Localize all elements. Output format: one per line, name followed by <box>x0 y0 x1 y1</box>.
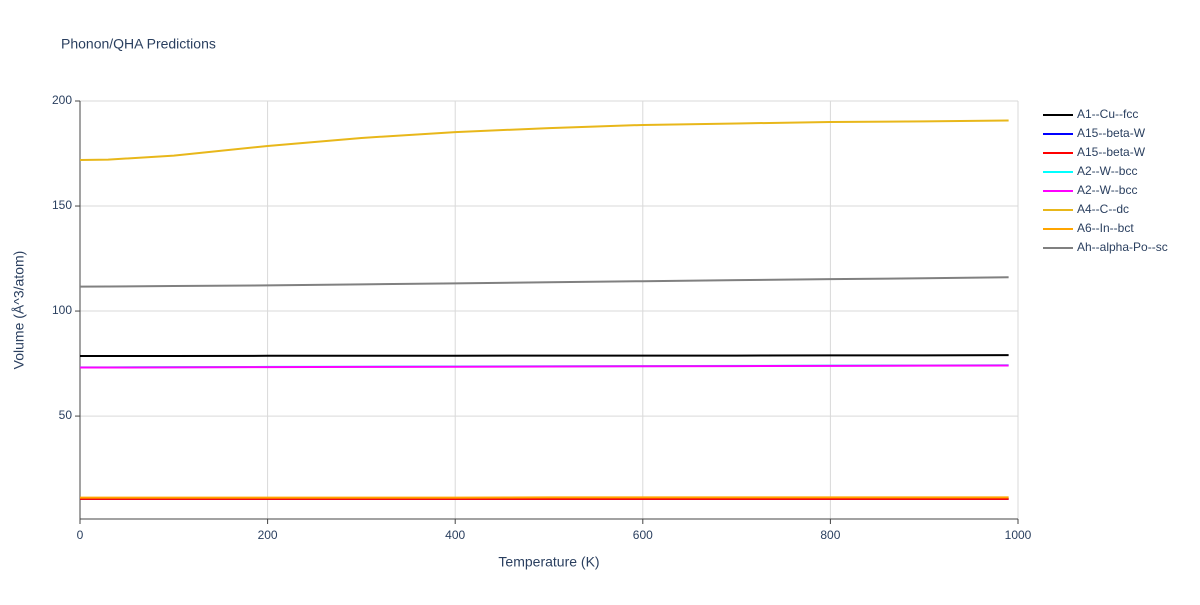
x-tick-label: 400 <box>445 528 465 542</box>
legend-label: Ah--alpha-Po--sc <box>1077 240 1168 254</box>
series-line <box>80 121 1009 160</box>
legend-label: A2--W--bcc <box>1077 164 1137 178</box>
x-axis-title: Temperature (K) <box>498 554 599 570</box>
x-tick-label: 600 <box>633 528 653 542</box>
legend-label: A1--Cu--fcc <box>1077 107 1138 121</box>
y-tick-label: 50 <box>59 408 73 422</box>
y-tick-label: 100 <box>52 303 72 317</box>
x-tick-label: 200 <box>258 528 278 542</box>
series-line <box>80 355 1009 356</box>
grid <box>75 101 1018 524</box>
legend-label: A15--beta-W <box>1077 145 1146 159</box>
lines <box>80 121 1009 499</box>
x-tick-label: 0 <box>77 528 84 542</box>
legend-label: A15--beta-W <box>1077 126 1146 140</box>
x-tick-label: 1000 <box>1005 528 1032 542</box>
x-tick-label: 800 <box>820 528 840 542</box>
legend-label: A2--W--bcc <box>1077 183 1137 197</box>
y-tick-label: 200 <box>52 93 72 107</box>
y-tick-label: 150 <box>52 198 72 212</box>
series-line <box>80 365 1009 367</box>
series-line <box>80 277 1009 286</box>
chart-title: Phonon/QHA Predictions <box>61 36 216 52</box>
legend-label: A4--C--dc <box>1077 202 1129 216</box>
y-axis-title: Volume (Å^3/atom) <box>11 251 27 370</box>
legend-label: A6--In--bct <box>1077 221 1134 235</box>
